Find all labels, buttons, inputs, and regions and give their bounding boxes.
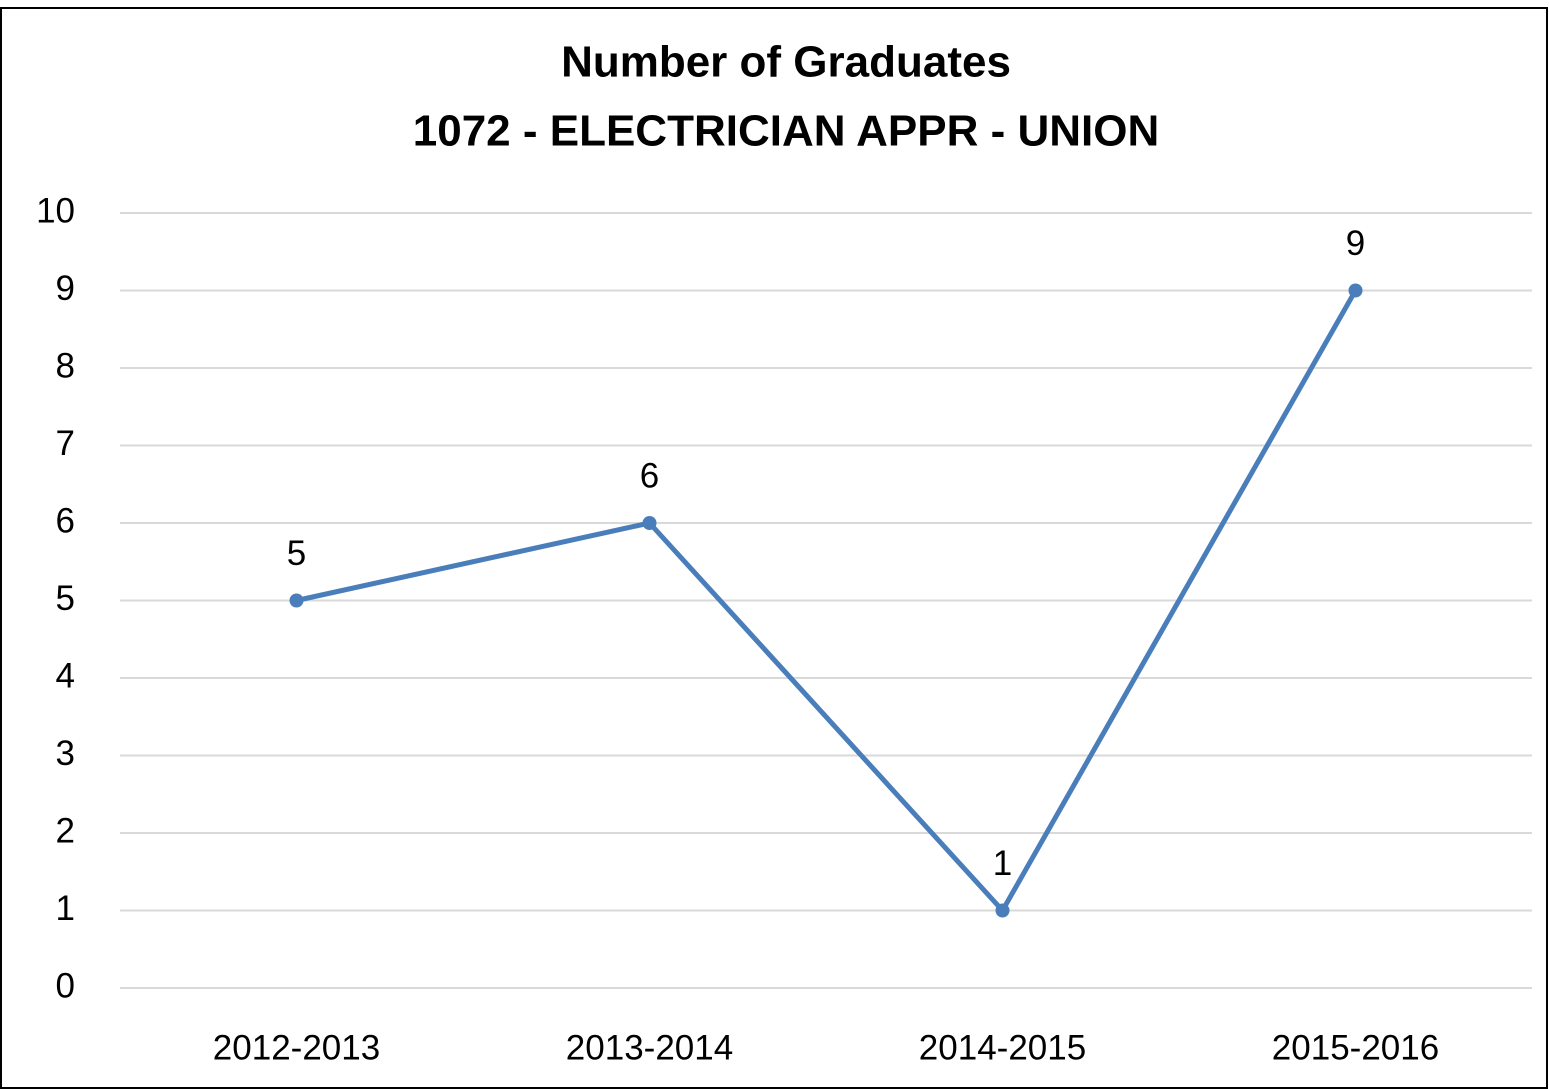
y-tick-label: 6 xyxy=(56,501,75,540)
x-tick-label: 2013-2014 xyxy=(566,1028,733,1067)
data-point xyxy=(642,516,657,530)
x-tick-label: 2015-2016 xyxy=(1272,1028,1439,1067)
y-tick-label: 4 xyxy=(56,656,75,695)
y-tick-label: 0 xyxy=(56,966,75,1005)
y-tick-label: 1 xyxy=(56,889,75,928)
y-tick-label: 5 xyxy=(56,579,75,618)
x-tick-label: 2012-2013 xyxy=(213,1028,380,1067)
chart-title: Number of Graduates xyxy=(561,38,1011,87)
data-label: 6 xyxy=(640,456,659,495)
y-tick-label: 10 xyxy=(36,191,75,230)
data-point xyxy=(1348,283,1363,298)
y-tick-label: 8 xyxy=(56,346,75,385)
y-tick-label: 2 xyxy=(56,811,75,850)
series-line xyxy=(295,289,1358,913)
data-label: 9 xyxy=(1346,224,1365,263)
y-tick-label: 9 xyxy=(56,269,75,308)
data-point xyxy=(995,903,1010,918)
chart-frame xyxy=(0,7,1548,1089)
y-tick-label: 3 xyxy=(56,734,75,773)
chart-title: 1072 - ELECTRICIAN APPR - UNION xyxy=(413,107,1159,156)
y-tick-label: 7 xyxy=(56,424,75,463)
data-label: 5 xyxy=(287,534,306,573)
data-point xyxy=(289,593,304,608)
x-tick-label: 2014-2015 xyxy=(919,1028,1086,1067)
data-label: 1 xyxy=(993,844,1012,883)
